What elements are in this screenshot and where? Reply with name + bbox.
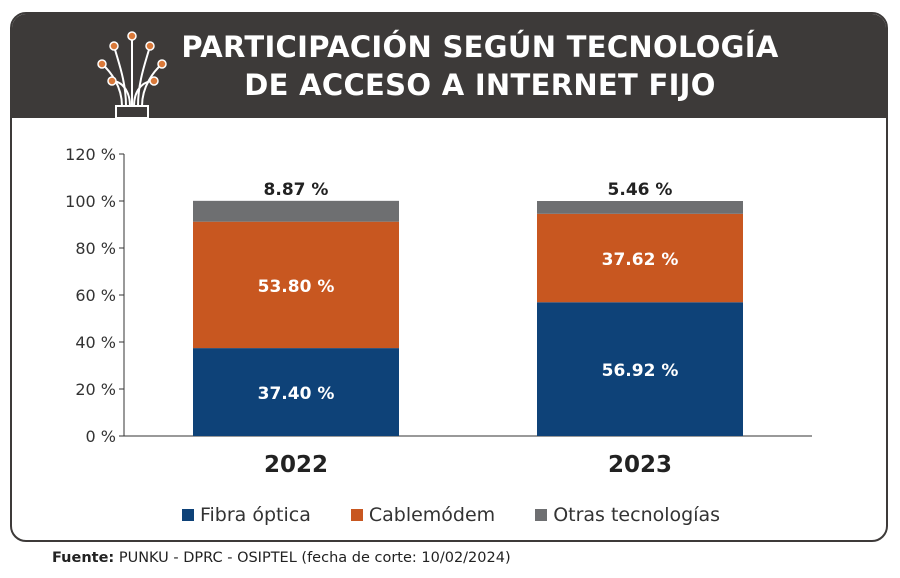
y-tick-label: 120 % <box>65 145 116 164</box>
data-label: 37.40 % <box>258 384 335 404</box>
chart-legend: Fibra óptica Cablemódem Otras tecnologías <box>12 504 886 526</box>
source-label: Fuente: <box>52 550 115 566</box>
legend-swatch <box>181 509 194 521</box>
y-tick-label: 20 % <box>75 380 116 399</box>
data-label: 53.80 % <box>258 277 335 297</box>
title-line-2: DE ACCESO A INTERNET FIJO <box>244 68 716 102</box>
chart-header: PARTICIPACIÓN SEGÚN TECNOLOGÍA DE ACCESO… <box>12 14 886 118</box>
x-tick-label: 2022 <box>264 452 328 478</box>
data-label: 37.62 % <box>602 250 679 270</box>
chart-title: PARTICIPACIÓN SEGÚN TECNOLOGÍA DE ACCESO… <box>180 28 780 104</box>
source-text: PUNKU - DPRC - OSIPTEL (fecha de corte: … <box>118 550 511 566</box>
bar-segment-fibra-2023 <box>537 302 743 436</box>
legend-swatch <box>350 509 363 521</box>
fiber-optic-icon <box>97 31 167 118</box>
legend-label: Otras tecnologías <box>553 504 721 526</box>
source-note: Fuente: PUNKU - DPRC - OSIPTEL (fecha de… <box>52 550 511 566</box>
y-tick-label: 80 % <box>75 239 116 258</box>
legend-item: Otras tecnologías <box>535 504 720 526</box>
stacked-bar-chart: 0 % 20 % 40 % 60 % 80 % 100 % 120 % 37.40 % 53.8… <box>65 145 812 478</box>
legend-item: Cablemódem <box>350 504 496 526</box>
bar-segment-otras-2022 <box>193 200 399 222</box>
bar-segment-cable-2023 <box>537 213 743 303</box>
legend-label: Cablemódem <box>368 504 496 526</box>
bar-segment-fibra-2022 <box>193 348 399 436</box>
y-tick-label: 60 % <box>75 286 116 305</box>
bar-segment-otras-2023 <box>537 201 743 214</box>
chart-card: PARTICIPACIÓN SEGÚN TECNOLOGÍA DE ACCESO… <box>10 12 888 542</box>
legend-label: Fibra óptica <box>199 504 311 526</box>
y-tick-label: 0 % <box>86 427 116 446</box>
data-label: 5.46 % <box>608 180 673 200</box>
y-tick-label: 40 % <box>75 333 116 352</box>
data-label: 8.87 % <box>264 180 329 200</box>
data-label: 56.92 % <box>602 361 679 381</box>
x-tick-label: 2023 <box>608 452 672 478</box>
legend-item: Fibra óptica <box>181 504 311 526</box>
legend-swatch <box>535 509 548 521</box>
bar-segment-cable-2022 <box>193 221 399 349</box>
y-tick-label: 100 % <box>65 192 116 211</box>
title-line-1: PARTICIPACIÓN SEGÚN TECNOLOGÍA <box>181 30 779 64</box>
